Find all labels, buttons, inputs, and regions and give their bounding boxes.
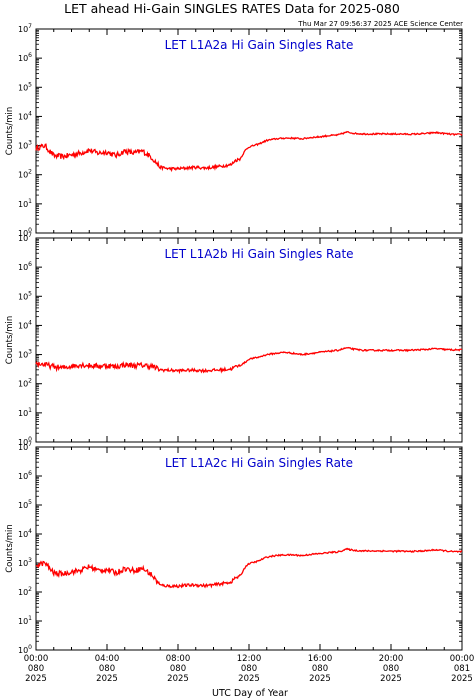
- y-tick-label: 103: [18, 557, 32, 568]
- plot-frame: [35, 446, 463, 651]
- y-axis-label: Counts/min: [5, 524, 15, 573]
- chart-panel-2: 100 101 102 103 104 105 106 107 Counts/min LET L1…: [5, 232, 463, 447]
- y-tick-label: 107: [18, 23, 32, 34]
- y-tick-label: 103: [18, 140, 32, 151]
- panel-title: LET L1A2a Hi Gain Singles Rate: [165, 38, 354, 52]
- panel-title: LET L1A2c Hi Gain Singles Rate: [165, 456, 353, 470]
- y-tick-label: 105: [18, 499, 32, 510]
- y-tick-label: 101: [18, 407, 32, 418]
- x-tick-label: 20:00 080 2025: [379, 654, 404, 684]
- y-tick-label: 106: [18, 52, 32, 63]
- x-tick-label: 00:00 080 2025: [24, 654, 49, 684]
- series-line: [35, 547, 463, 589]
- x-axis-title: UTC Day of Year: [212, 688, 288, 699]
- y-tick-label: 105: [18, 81, 32, 92]
- y-tick-label: 100: [18, 644, 32, 655]
- y-tick-label: 107: [18, 232, 32, 243]
- y-tick-label: 101: [18, 615, 32, 626]
- y-axis-label: Counts/min: [5, 107, 15, 156]
- x-tick-label: 08:00 080 2025: [166, 654, 191, 684]
- y-tick-label: 102: [18, 169, 32, 180]
- series-line: [35, 346, 463, 375]
- y-tick-label: 100: [18, 227, 32, 238]
- chart-panel-1: 100 101 102 103 104 105 106 107 Counts/min LET L1…: [5, 23, 463, 238]
- series-line: [35, 130, 463, 173]
- y-tick-label: 100: [18, 436, 32, 447]
- y-tick-label: 102: [18, 378, 32, 389]
- y-tick-label: 104: [18, 319, 32, 330]
- y-tick-label: 105: [18, 290, 32, 301]
- x-tick-label: 04:00 080 2025: [95, 654, 120, 684]
- panels-group: 100 101 102 103 104 105 106 107 Counts/min LET L1…: [5, 23, 463, 655]
- y-tick-label: 104: [18, 110, 32, 121]
- x-tick-label: 12:00 080 2025: [237, 654, 262, 684]
- plot-frame: [35, 28, 463, 234]
- y-axis-label: Counts/min: [5, 316, 15, 365]
- x-tick-label: 16:00 080 2025: [308, 654, 333, 684]
- y-tick-label: 102: [18, 586, 32, 597]
- plot-frame: [35, 237, 463, 443]
- chart-title: LET ahead Hi-Gain SINGLES RATES Data for…: [64, 1, 400, 16]
- timestamp-text: Thu Mar 27 09:56:37 2025 ACE Science Cen…: [297, 20, 463, 28]
- y-tick-label: 107: [18, 441, 32, 452]
- y-tick-label: 103: [18, 349, 32, 360]
- y-tick-label: 104: [18, 528, 32, 539]
- y-tick-label: 106: [18, 261, 32, 272]
- x-axis-tick-labels: 00:00 080 2025 04:00 080 2025 08:00 080 2025 12:0…: [24, 654, 475, 684]
- y-tick-label: 106: [18, 470, 32, 481]
- y-tick-label: 101: [18, 198, 32, 209]
- chart-panel-3: 100 101 102 103 104 105 106 107 Counts/min LET L1…: [5, 441, 463, 655]
- x-tick-label: 00:00 081 2025: [450, 654, 475, 684]
- panel-title: LET L1A2b Hi Gain Singles Rate: [164, 247, 353, 261]
